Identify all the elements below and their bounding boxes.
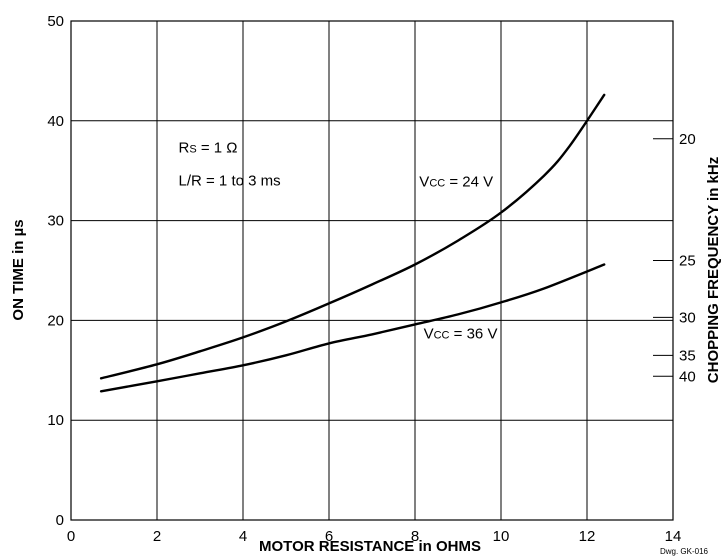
right-tick-label-35: 35 [679, 347, 696, 364]
y-tick-label-20: 20 [47, 312, 64, 329]
x-tick-label-0: 0 [67, 528, 75, 545]
right-axis-title: CHOPPING FREQUENCY in kHz [705, 157, 722, 383]
y-tick-label-0: 0 [56, 512, 64, 529]
annotation-2: VCC = 24 V [419, 174, 493, 191]
x-tick-label-10: 10 [493, 528, 510, 545]
y-axis-title: ON TIME in µs [10, 219, 27, 320]
y-tick-label-40: 40 [47, 113, 64, 130]
drawing-number: Dwg. GK-016 [660, 547, 709, 556]
x-tick-label-4: 4 [239, 528, 247, 545]
x-axis-title: MOTOR RESISTANCE in OHMS [259, 538, 481, 555]
right-tick-label-20: 20 [679, 131, 696, 148]
x-tick-label-2: 2 [153, 528, 161, 545]
series-lines [99, 93, 606, 393]
y-tick-label-30: 30 [47, 213, 64, 230]
right-axis-ticks: 20 25 30 35 40 [653, 131, 696, 385]
annotation-3: VCC = 36 V [424, 325, 498, 342]
x-tick-label-12: 12 [579, 528, 596, 545]
x-tick-label-8: 8 [411, 528, 419, 545]
right-tick-label-25: 25 [679, 253, 696, 270]
series-line-vcc-24v [99, 93, 606, 380]
x-axis-ticks: 0 2 4 6 8 10 12 14 [67, 528, 682, 545]
y-axis-ticks: 0 10 20 30 40 50 [47, 13, 64, 529]
annotation-0: RS = 1 Ω [179, 140, 238, 157]
y-tick-label-10: 10 [47, 412, 64, 429]
plot-frame [70, 20, 674, 521]
right-tick-label-40: 40 [679, 368, 696, 385]
x-tick-label-6: 6 [325, 528, 333, 545]
x-tick-label-14: 14 [665, 528, 682, 545]
right-tick-label-30: 30 [679, 309, 696, 326]
annotation-1: L/R = 1 to 3 ms [179, 173, 281, 190]
grid-lines [71, 21, 673, 520]
series-line-vcc-36v [99, 263, 606, 393]
annotations: RS = 1 Ω L/R = 1 to 3 ms VCC = 24 V VCC = 3… [179, 140, 498, 343]
y-tick-label-50: 50 [47, 13, 64, 30]
